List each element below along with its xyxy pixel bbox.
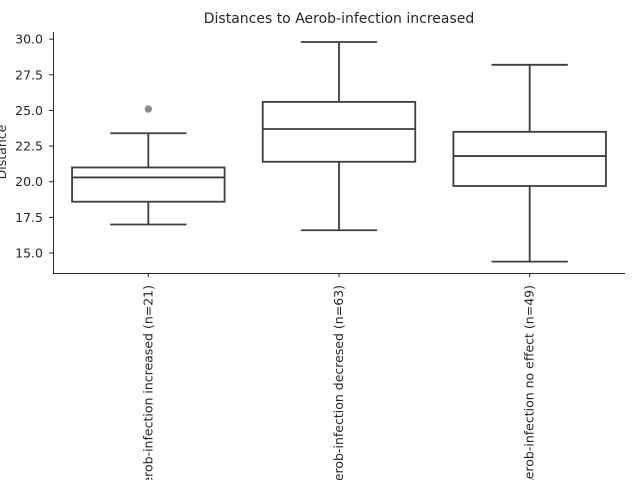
- y-tick-label: 30.0: [15, 32, 43, 47]
- outlier-point: [144, 105, 153, 113]
- box-group: [261, 41, 417, 232]
- y-ticks: 15.0 17.5 20.0 22.5 25.0 27.5 30.0: [15, 32, 53, 261]
- boxes: [71, 41, 607, 263]
- x-ticks: Aerob-infection increased (n=21) Aerob-in…: [140, 273, 537, 480]
- y-tick-label: 20.0: [15, 174, 43, 189]
- x-tick-label: Aerob-infection increased (n=21): [140, 285, 155, 480]
- box-iqr: [71, 166, 226, 203]
- y-axis-label: Distance: [0, 124, 9, 179]
- x-tick-label: Aerob-infection decresed (n=63): [331, 285, 346, 480]
- y-tick-label: 17.5: [15, 210, 43, 225]
- box-iqr: [261, 100, 417, 163]
- y-tick-label: 27.5: [15, 67, 43, 82]
- box-iqr: [452, 130, 607, 187]
- y-tick-label: 22.5: [15, 139, 43, 154]
- y-tick-label: 15.0: [15, 246, 43, 261]
- box-group: [71, 105, 226, 226]
- chart-title: Distances to Aerob-infection increased: [204, 11, 475, 27]
- x-tick-label: Aerob-infection no effect (n=49): [522, 285, 537, 480]
- box-group: [452, 63, 607, 263]
- y-tick-label: 25.0: [15, 103, 43, 118]
